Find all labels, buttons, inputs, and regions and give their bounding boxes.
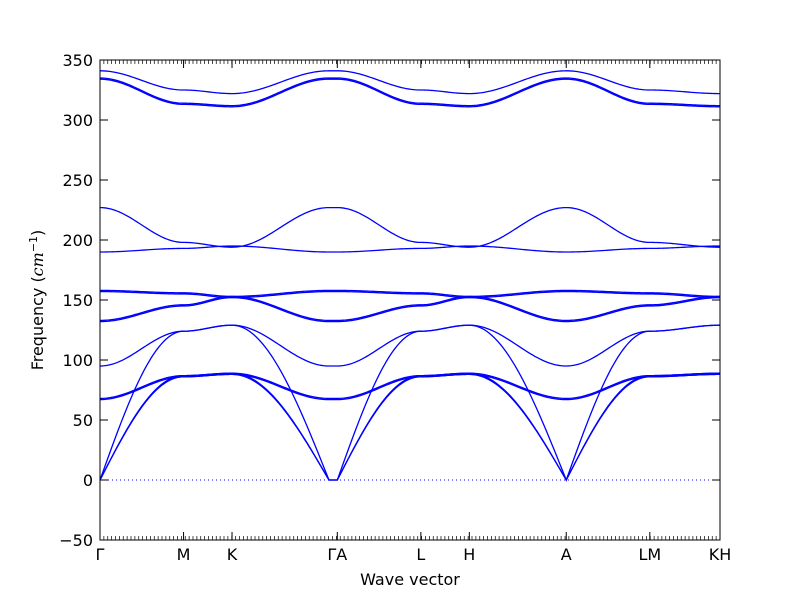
y-tick-label: 250 [62,171,93,190]
y-tick-label: 100 [62,351,93,370]
y-tick-label: 300 [62,111,93,130]
y-tick-label: 350 [62,51,93,70]
dispersion-branch-2 [99,372,720,482]
x-axis-ticks: Γ M K ΓA L H A LM KH [96,60,732,564]
x-axis-label: Wave vector [360,570,460,589]
dispersion-branch-9 [100,290,721,299]
dispersion-branch-14 [99,77,720,107]
dispersion-branch-3 [99,324,721,482]
dispersion-branch-12 [99,206,721,248]
y-axis-ticks: −50 0 50 100 150 200 250 300 350 [59,51,720,550]
x-tick-label: ΓA [327,545,347,564]
y-tick-label: 50 [73,411,93,430]
dispersion-branch-1 [99,373,720,482]
dispersion-series [99,70,721,482]
y-tick-label: −50 [59,531,93,550]
x-tick-label: H [463,545,475,564]
dispersion-branch-4 [99,373,720,401]
x-tick-label: M [177,545,191,564]
x-tick-label: K [227,545,238,564]
dispersion-branch-10 [100,289,721,298]
dispersion-branch-11 [99,245,720,253]
y-axis-label-close: ) [28,230,47,236]
dispersion-branch-6 [99,324,721,367]
x-tick-label: Γ [96,545,105,564]
x-tick-label: KH [709,545,732,564]
y-tick-label: 150 [62,291,93,310]
y-axis-label-text: Frequency ( [28,276,47,370]
dispersion-branch-7 [99,296,721,323]
y-axis-label: Frequency (cm−1) [27,230,48,371]
minor-x-ticks [99,60,721,540]
x-tick-label: A [561,545,572,564]
dispersion-branch-13 [99,78,720,108]
dispersion-branch-15 [99,70,721,95]
y-tick-label: 0 [83,471,93,490]
x-tick-label: L [416,545,425,564]
y-axis-label-exponent: −1 [27,236,40,252]
y-axis-label-unit: cm [28,252,47,276]
dispersion-branch-8 [99,295,721,322]
x-tick-label: LM [638,545,661,564]
plot-frame [99,59,721,541]
dispersion-branch-5 [99,372,720,400]
y-tick-label: 200 [62,231,93,250]
